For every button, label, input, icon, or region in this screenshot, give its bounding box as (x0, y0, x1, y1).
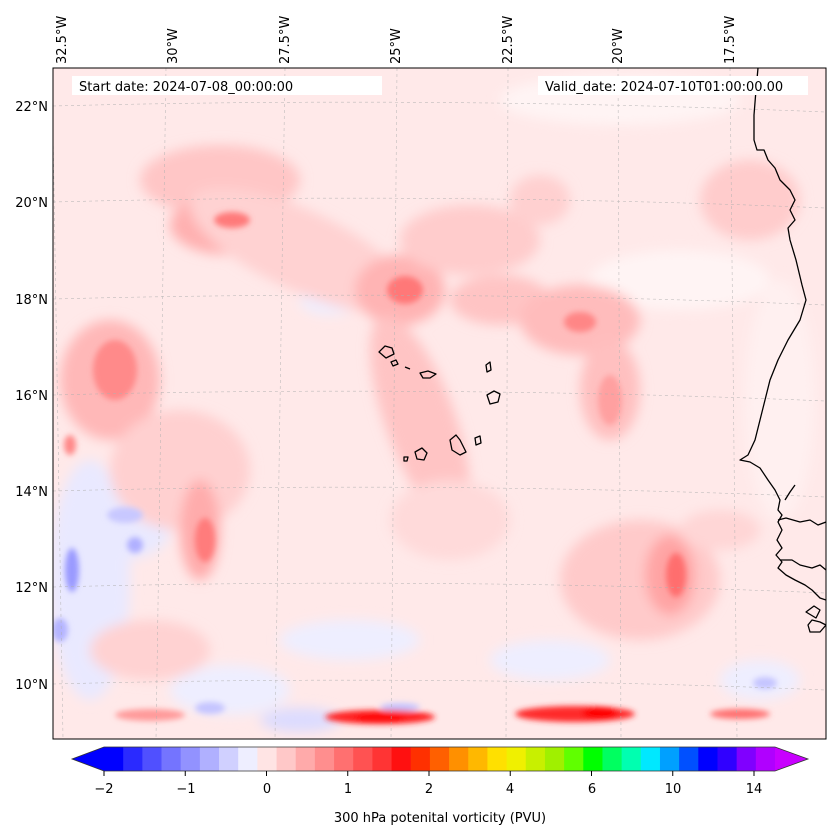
colorbar-cell (468, 747, 488, 771)
colorbar-extend-low (72, 747, 104, 771)
lon-label: 20°W (611, 28, 626, 64)
cape-verde-island (403, 456, 409, 462)
colorbar-cell (621, 747, 642, 771)
colorbar-tick-label: 2 (425, 782, 433, 797)
colorbar-cell (314, 747, 335, 771)
africa-coastline (739, 68, 826, 601)
colorbar-cells (104, 747, 776, 771)
colorbar-cell (295, 747, 316, 771)
cape-verde-island (485, 361, 492, 373)
colorbar-cell (736, 747, 757, 771)
lat-label: 10°N (15, 678, 48, 693)
colorbar-tick-label: −2 (94, 782, 113, 797)
colorbar-cell (161, 747, 182, 771)
colorbar-cell (525, 747, 546, 771)
latitude-labels: 22°N 20°N 18°N 16°N 14°N 12°N 10°N (15, 100, 48, 693)
colorbar-cell (429, 747, 450, 771)
colorbar-cell (487, 747, 507, 771)
colorbar-cell (199, 747, 220, 771)
colorbar-cell (219, 747, 239, 771)
lon-label: 27.5°W (278, 16, 293, 64)
colorbar-tick-labels: −2 −1 0 1 2 4 6 10 14 (94, 782, 762, 797)
colorbar-tick-label: 1 (344, 782, 352, 797)
colorbar-cell (276, 747, 297, 771)
cape-verde-island (414, 447, 428, 461)
annotation-box-start (72, 76, 382, 95)
colorbar-cell (544, 747, 565, 771)
colorbar-cell (640, 747, 661, 771)
graticule (53, 68, 826, 739)
colorbar-cell (449, 747, 469, 771)
colorbar-cell (602, 747, 623, 771)
cape-verde-island (404, 366, 411, 370)
colorbar-tick-label: 4 (506, 782, 514, 797)
longitude-labels: 32.5°W 30°W 27.5°W 25°W 22.5°W 20°W 17.5… (55, 16, 738, 64)
cape-verde-island (419, 370, 437, 379)
colorbar-ticks (103, 771, 755, 776)
colorbar-cell (142, 747, 162, 771)
colorbar-label: 300 hPa potenital vorticity (PVU) (334, 811, 546, 826)
colorbar-cell (353, 747, 373, 771)
colorbar-cell (410, 747, 431, 771)
cape-verde-island (378, 345, 395, 359)
colorbar-cell (180, 747, 201, 771)
lat-label: 18°N (15, 293, 48, 308)
colorbar-cell (334, 747, 354, 771)
lon-label: 32.5°W (55, 16, 70, 64)
start-date-label: Start date: 2024-07-08_00:00:00 (79, 80, 293, 95)
lat-label: 16°N (15, 389, 48, 404)
colorbar-cell (123, 747, 143, 771)
colorbar-cell (238, 747, 258, 771)
colorbar-tick-label: 14 (746, 782, 763, 797)
colorbar-cell (506, 747, 527, 771)
colorbar-tick-label: −1 (176, 782, 195, 797)
map-panel: Start date: 2024-07-08_00:00:00 Valid_da… (53, 68, 826, 739)
colorbar-cell (564, 747, 584, 771)
colorbar-cell (717, 747, 738, 771)
valid-date-label: Valid_date: 2024-07-10T01:00:00.00 (545, 80, 783, 95)
colorbar-cell (679, 747, 699, 771)
annotation-box-valid (538, 76, 808, 95)
cape-verde-island (390, 359, 399, 367)
colorbar-cell (698, 747, 718, 771)
colorbar-cell (391, 747, 412, 771)
lat-label: 20°N (15, 196, 48, 211)
cape-verde-island (486, 390, 501, 405)
coastlines (378, 68, 826, 633)
lon-label: 17.5°W (723, 16, 738, 64)
colorbar-extend-high (775, 747, 808, 771)
lat-label: 14°N (15, 485, 48, 500)
cape-verde-island (474, 435, 482, 446)
colorbar-cell (755, 747, 776, 771)
lon-label: 30°W (166, 28, 181, 64)
lon-label: 25°W (389, 28, 404, 64)
map-frame (52, 67, 827, 740)
lat-label: 22°N (15, 100, 48, 115)
colorbar-cell (583, 747, 603, 771)
colorbar-cell (372, 747, 392, 771)
colorbar: −2 −1 0 1 2 4 6 10 14 300 hPa potenital … (70, 746, 810, 826)
colorbar-tick-label: 10 (665, 782, 682, 797)
cape-verde-island (449, 434, 467, 456)
colorbar-tick-label: 0 (263, 782, 271, 797)
pv-field (53, 75, 815, 732)
lat-label: 12°N (15, 581, 48, 596)
colorbar-cell (659, 747, 680, 771)
colorbar-tick-label: 6 (588, 782, 596, 797)
lon-label: 22.5°W (501, 16, 516, 64)
colorbar-cell (104, 747, 124, 771)
colorbar-cell (257, 747, 277, 771)
